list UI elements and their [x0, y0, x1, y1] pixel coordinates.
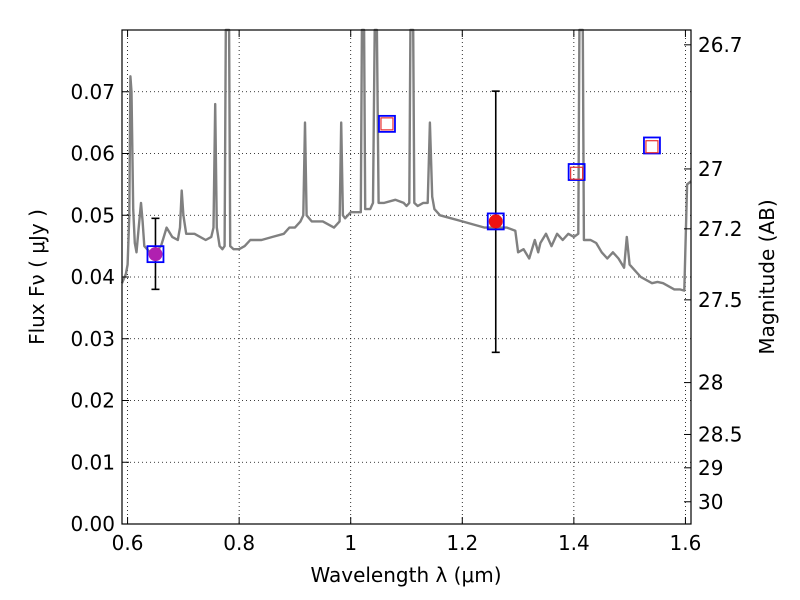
y-tick-label: 0.02	[70, 389, 115, 413]
model-photometry-marker	[486, 212, 505, 231]
mag-tick-label: 27	[698, 157, 723, 181]
x-axis-ticks: 0.6 0.8 1 1.2 1.4 1.6	[112, 30, 702, 555]
mag-tick-label: 28.5	[698, 422, 743, 446]
x-tick-label: 1.4	[558, 531, 590, 555]
photometry-markers	[146, 114, 661, 264]
model-spectrum	[120, 28, 692, 292]
mag-tick-label: 26.7	[698, 33, 743, 57]
model-photometry-marker	[146, 245, 165, 264]
model-photometry-marker	[567, 163, 586, 181]
y-tick-label: 0.06	[70, 142, 115, 166]
magnitude-axis-ticks: 26.7 27 27.2 27.5 28 28.5 29 30	[684, 33, 743, 514]
model-photometry-marker	[378, 114, 396, 133]
y-axis-label: Flux Fν ( μJy )	[25, 209, 49, 345]
red-open-square	[380, 117, 394, 131]
y-tick-label: 0.01	[70, 450, 115, 474]
y-axis-ticks: 0.00 0.01 0.02 0.03 0.04 0.05 0.06 0.07	[70, 80, 129, 536]
y-tick-label: 0.05	[70, 203, 115, 227]
y-tick-label: 0.03	[70, 327, 115, 351]
y-tick-label: 0.04	[70, 265, 115, 289]
x-tick-label: 0.6	[112, 531, 144, 555]
observed-point	[488, 214, 503, 229]
mag-tick-label: 29	[698, 456, 723, 480]
red-open-square	[645, 140, 659, 154]
observed-point	[148, 247, 163, 262]
y-tick-label: 0.00	[70, 512, 115, 536]
right-axis-label: Magnitude (AB)	[755, 199, 779, 354]
y-tick-label: 0.07	[70, 80, 115, 104]
model-photometry-marker	[643, 136, 661, 155]
red-open-square	[570, 166, 584, 180]
x-tick-label: 1.2	[446, 531, 478, 555]
x-tick-label: 0.8	[223, 531, 255, 555]
x-tick-label: 1	[344, 531, 357, 555]
x-tick-label: 1.6	[670, 531, 702, 555]
mag-tick-label: 27.5	[698, 288, 743, 312]
mag-tick-label: 27.2	[698, 217, 743, 241]
mag-tick-label: 30	[698, 490, 723, 514]
mag-tick-label: 28	[698, 371, 723, 395]
x-axis-label: Wavelength λ (μm)	[310, 563, 501, 587]
spectrum-line	[120, 28, 692, 292]
